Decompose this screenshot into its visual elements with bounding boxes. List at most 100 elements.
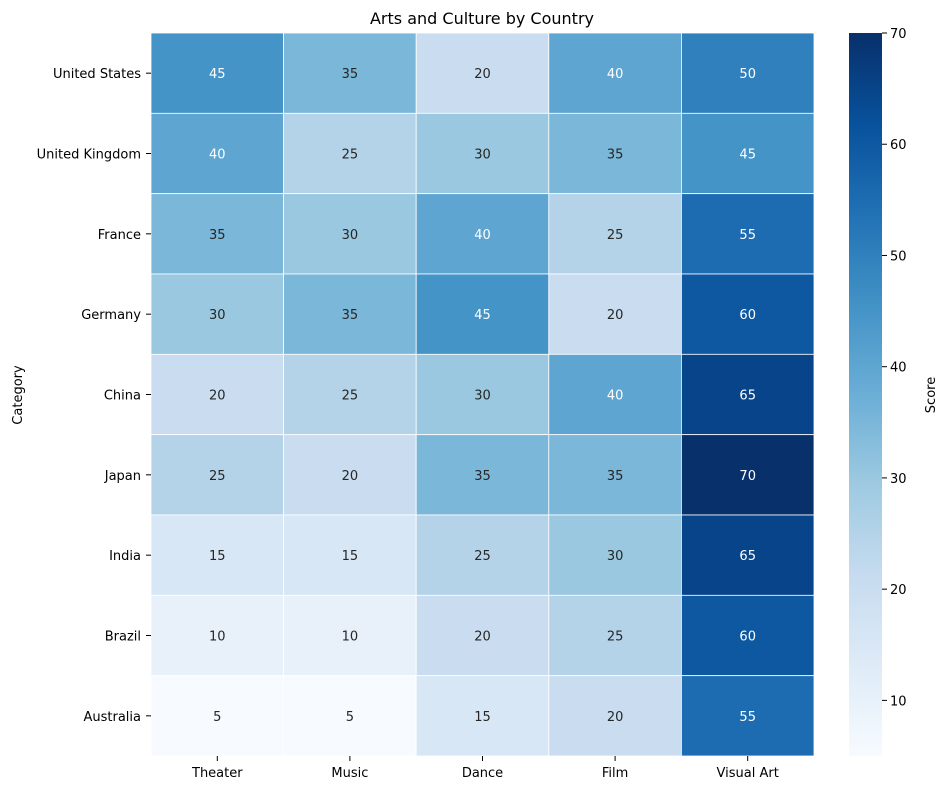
heatmap-cell bbox=[415, 112, 550, 195]
cell-value-label: 50 bbox=[739, 67, 756, 82]
cell-value-label: 20 bbox=[607, 710, 624, 725]
y-tick-label: United Kingdom bbox=[37, 148, 141, 163]
y-tick-label: Brazil bbox=[105, 630, 141, 645]
heatmap-cell bbox=[681, 675, 815, 757]
cell-value-label: 30 bbox=[607, 549, 624, 564]
colorbar-gradient bbox=[849, 33, 882, 756]
heatmap-cell bbox=[415, 434, 550, 516]
cell-value-label: 40 bbox=[607, 389, 624, 404]
cell-value-label: 35 bbox=[607, 148, 624, 163]
cell-value-label: 25 bbox=[474, 549, 491, 564]
heatmap-cell bbox=[283, 594, 417, 677]
axis-ticks: Theater Music Dance Film Visual Art United St… bbox=[37, 67, 779, 781]
cell-value-label: 55 bbox=[739, 710, 756, 725]
x-tick-label: Visual Art bbox=[717, 766, 779, 781]
cell-value-label: 5 bbox=[346, 710, 354, 725]
cell-value-label: 10 bbox=[209, 630, 226, 645]
colorbar-tick-label: 10 bbox=[890, 694, 907, 709]
cell-value-label: 30 bbox=[209, 308, 226, 323]
heatmap-cell bbox=[283, 434, 417, 516]
heatmap-cell bbox=[548, 594, 682, 677]
heatmap-cell bbox=[415, 193, 550, 275]
cell-value-label: 25 bbox=[607, 228, 624, 243]
cell-value-label: 20 bbox=[474, 630, 491, 645]
heatmap-cell bbox=[283, 193, 417, 275]
cell-value-label: 30 bbox=[474, 389, 491, 404]
heatmap-cell bbox=[283, 675, 417, 757]
cell-value-label: 60 bbox=[739, 630, 756, 645]
y-tick-label: Germany bbox=[81, 308, 141, 323]
cell-value-label: 30 bbox=[342, 228, 359, 243]
colorbar: 10 20 30 40 50 60 70 bbox=[849, 27, 907, 756]
heatmap-cell bbox=[283, 353, 417, 436]
x-tick-label: Dance bbox=[462, 766, 503, 781]
heatmap-cell bbox=[548, 32, 682, 114]
chart-title: Arts and Culture by Country bbox=[370, 9, 594, 28]
heatmap-cell bbox=[681, 353, 815, 436]
colorbar-tick-label: 50 bbox=[890, 249, 907, 264]
cell-value-label: 5 bbox=[213, 710, 221, 725]
cell-value-label: 45 bbox=[209, 67, 226, 82]
cell-value-label: 65 bbox=[739, 389, 756, 404]
cell-value-label: 35 bbox=[342, 308, 359, 323]
cell-value-label: 40 bbox=[209, 148, 226, 163]
cell-value-label: 25 bbox=[342, 148, 359, 163]
colorbar-tick-label: 30 bbox=[890, 472, 907, 487]
y-axis-label: Category bbox=[11, 365, 26, 425]
heatmap-cell bbox=[681, 273, 815, 355]
cell-value-label: 25 bbox=[607, 630, 624, 645]
cell-value-label: 15 bbox=[474, 710, 491, 725]
heatmap-cell bbox=[283, 273, 417, 355]
heatmap-cell bbox=[548, 273, 682, 355]
cell-value-label: 35 bbox=[209, 228, 226, 243]
heatmap-cell bbox=[283, 32, 417, 114]
x-tick-label: Music bbox=[331, 766, 368, 781]
colorbar-label: Score bbox=[924, 377, 939, 413]
cell-value-label: 20 bbox=[474, 67, 491, 82]
cell-value-label: 70 bbox=[739, 469, 756, 484]
heatmap-cell bbox=[150, 32, 285, 114]
y-tick-label: Japan bbox=[104, 469, 141, 484]
cell-value-label: 25 bbox=[342, 389, 359, 404]
y-tick-label: China bbox=[104, 389, 141, 404]
cell-value-label: 60 bbox=[739, 308, 756, 323]
x-tick-label: Film bbox=[602, 766, 628, 781]
cell-value-label: 20 bbox=[607, 308, 624, 323]
heatmap-cell bbox=[415, 675, 550, 757]
heatmap-cell bbox=[150, 514, 285, 596]
heatmap-cell bbox=[681, 514, 815, 596]
cell-value-label: 35 bbox=[342, 67, 359, 82]
cell-value-label: 45 bbox=[739, 148, 756, 163]
heatmap-cell bbox=[415, 594, 550, 677]
heatmap-cell bbox=[681, 434, 815, 516]
cell-value-label: 15 bbox=[342, 549, 359, 564]
cell-value-label: 30 bbox=[474, 148, 491, 163]
heatmap-cell bbox=[681, 193, 815, 275]
heatmap-cell bbox=[150, 353, 285, 436]
heatmap-cell bbox=[548, 193, 682, 275]
heatmap-cell bbox=[415, 273, 550, 355]
heatmap-cell bbox=[681, 594, 815, 677]
cell-value-label: 40 bbox=[474, 228, 491, 243]
cell-value-label: 20 bbox=[342, 469, 359, 484]
heatmap-cell bbox=[681, 32, 815, 114]
y-tick-label: France bbox=[98, 228, 141, 243]
colorbar-tick-label: 40 bbox=[890, 361, 907, 376]
y-tick-label: India bbox=[109, 549, 141, 564]
cell-value-label: 65 bbox=[739, 549, 756, 564]
y-tick-label: United States bbox=[53, 67, 141, 82]
heatmap-cell bbox=[415, 353, 550, 436]
heatmap-cell bbox=[150, 594, 285, 677]
cell-value-label: 25 bbox=[209, 469, 226, 484]
cell-value-label: 35 bbox=[474, 469, 491, 484]
colorbar-tick-label: 60 bbox=[890, 138, 907, 153]
heatmap-cell bbox=[415, 32, 550, 114]
cell-value-label: 35 bbox=[607, 469, 624, 484]
colorbar-tick-label: 70 bbox=[890, 27, 907, 42]
x-tick-label: Theater bbox=[191, 766, 243, 781]
cell-value-label: 15 bbox=[209, 549, 226, 564]
heatmap-cell bbox=[150, 112, 285, 195]
colorbar-tick-label: 20 bbox=[890, 583, 907, 598]
heatmap-cell bbox=[548, 434, 682, 516]
